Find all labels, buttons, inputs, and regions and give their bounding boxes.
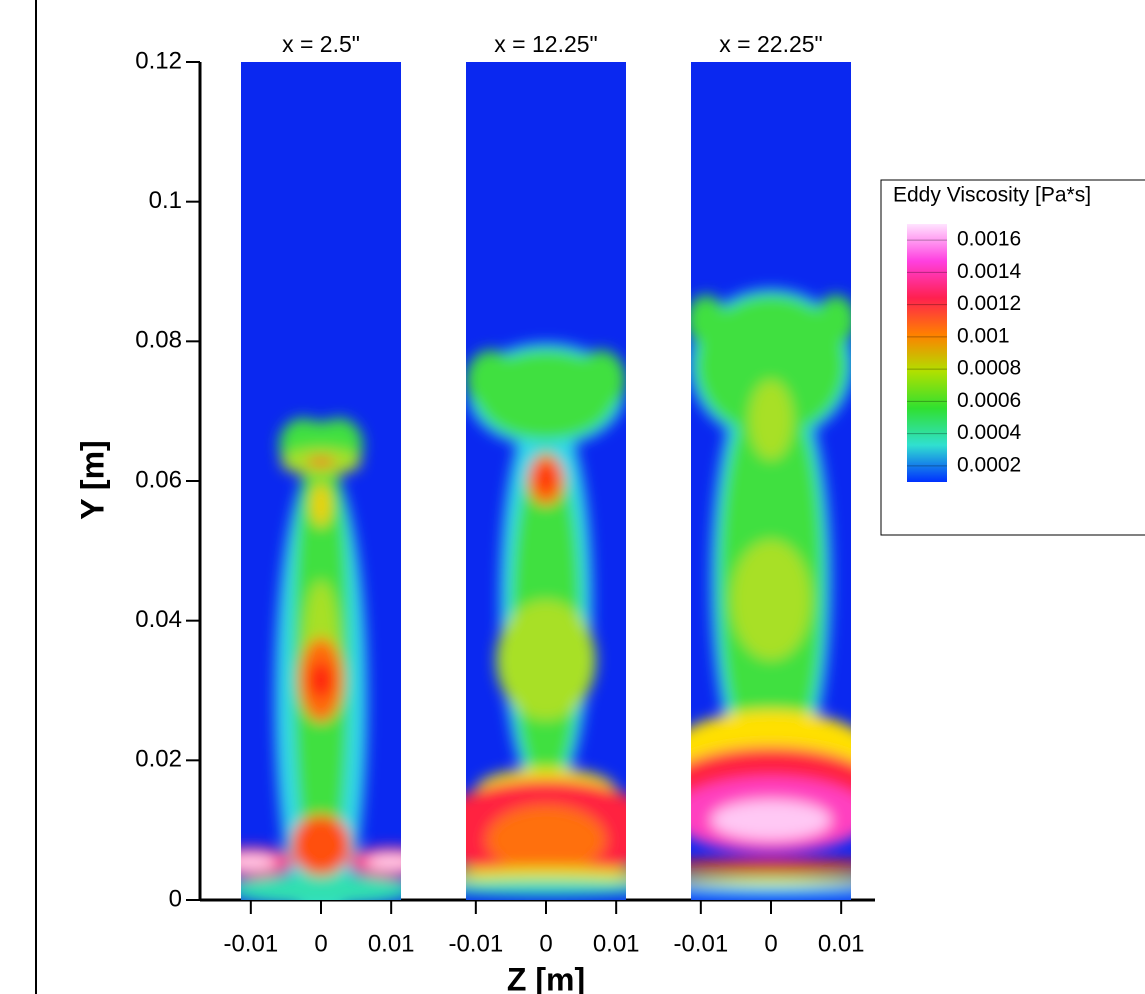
contour-region [691,859,851,871]
contour-region [486,805,606,875]
colorbar-label: 0.0012 [957,292,1021,315]
contour-region [816,295,851,345]
colorbar-label: 0.0002 [957,453,1021,476]
x-tick-label: -0.01 [223,930,278,957]
colorbar-label: 0.001 [957,324,1010,347]
x-tick-label: 0.01 [368,930,415,957]
contour-region [466,350,516,410]
contour-region [291,815,351,875]
contour-region [749,380,793,460]
y-tick-label: 0 [169,885,182,912]
colorbar-label: 0.0006 [957,389,1021,412]
y-tick-label: 0.06 [135,466,182,493]
colorbar-label: 0.0004 [957,421,1022,444]
contour-region [691,874,851,886]
contour-field [691,62,851,900]
y-tick-label: 0.1 [149,187,182,214]
x-tick-label: 0 [539,930,552,957]
x-tick-label: 0 [764,930,777,957]
y-tick-label: 0.08 [135,327,182,354]
x-axis-label: Z [m] [507,961,585,994]
contour-field [241,62,401,900]
contour-region [307,458,335,466]
contour-region [711,800,831,840]
colorbar-label: 0.0014 [957,260,1022,283]
colorbar-label: 0.0016 [957,228,1021,251]
contour-region [311,483,331,527]
contour-region [696,295,846,435]
contour-region [309,662,333,698]
contour-region [496,600,596,720]
x-tick-label: -0.01 [673,930,728,957]
panel-title: x = 12.25" [494,31,597,57]
y-axis-label: Y [m] [74,440,110,519]
colorbar-label: 0.0008 [957,357,1021,380]
contour-region [466,867,626,883]
contour-shapes [691,289,851,898]
x-tick-label: 0 [314,930,327,957]
contour-field [466,62,626,900]
contour-region [466,880,626,896]
contour-region [536,464,556,492]
contour-shapes [466,343,626,896]
panel-title: x = 22.25" [719,31,822,57]
colorbar-title: Eddy Viscosity [Pa*s] [893,184,1091,207]
contour-shapes [241,418,401,900]
contour-region [241,874,401,900]
panel-title: x = 2.5" [282,31,360,57]
x-tick-label: 0.01 [593,930,640,957]
x-tick-label: 0.01 [818,930,865,957]
contour-region [241,855,277,869]
colorbar [907,224,947,482]
x-tick-label: -0.01 [448,930,503,957]
contour-region [691,886,851,898]
contour-region [731,540,811,660]
y-tick-label: 0.02 [135,746,182,773]
contour-region [691,295,726,345]
contour-region [365,855,401,869]
y-tick-label: 0.12 [135,47,182,74]
contour-region [576,350,626,410]
y-tick-label: 0.04 [135,606,182,633]
